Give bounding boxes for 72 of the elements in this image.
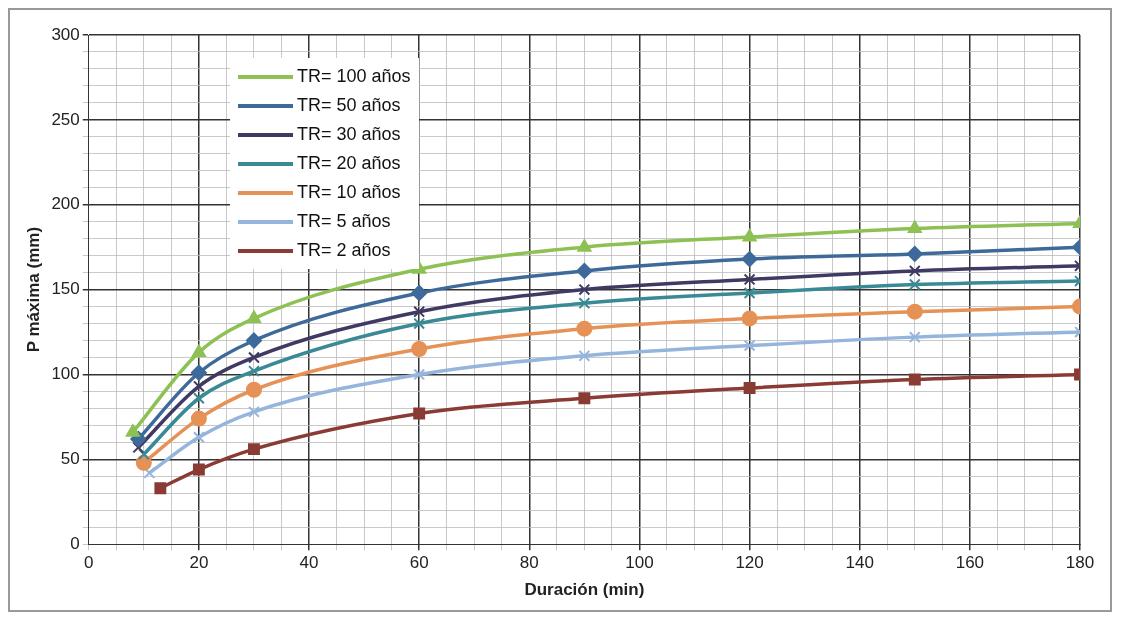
point xyxy=(191,344,206,357)
point xyxy=(577,239,592,252)
point xyxy=(190,410,207,427)
point xyxy=(907,220,922,233)
point xyxy=(578,392,591,405)
point xyxy=(743,382,756,394)
point xyxy=(413,368,426,381)
point xyxy=(248,443,260,456)
legend-label: TR= 2 años xyxy=(297,240,391,261)
legend-label: TR= 100 años xyxy=(297,66,411,87)
point xyxy=(413,317,426,330)
point xyxy=(413,407,426,420)
point xyxy=(906,245,923,262)
point xyxy=(578,297,591,310)
x-tick-label: 180 xyxy=(1065,553,1095,573)
x-tick-label: 160 xyxy=(955,553,985,573)
x-tick-label: 140 xyxy=(845,553,874,573)
point xyxy=(743,273,756,286)
point xyxy=(192,380,205,393)
point xyxy=(576,262,593,279)
legend-label: TR= 50 años xyxy=(297,95,401,116)
point xyxy=(908,331,921,344)
x-tick-label: 20 xyxy=(189,553,209,573)
point xyxy=(248,351,260,364)
point xyxy=(248,405,260,418)
point xyxy=(248,365,260,378)
point xyxy=(908,264,921,277)
point xyxy=(245,381,262,398)
point xyxy=(192,431,205,444)
x-tick-label: 80 xyxy=(519,553,539,573)
point xyxy=(125,424,140,437)
x-tick-label: 60 xyxy=(409,553,429,573)
x-tick-label: 100 xyxy=(625,553,654,573)
point xyxy=(413,305,426,318)
y-tick-label: 50 xyxy=(60,449,80,469)
x-tick-label: 0 xyxy=(84,553,94,573)
point xyxy=(578,283,591,296)
point xyxy=(742,228,757,242)
point xyxy=(576,320,593,337)
point xyxy=(143,466,156,479)
y-tick-label: 250 xyxy=(51,109,80,129)
x-tick-label: 120 xyxy=(735,553,764,573)
point xyxy=(741,251,758,268)
x-axis-title: Duración (min) xyxy=(524,580,645,600)
point xyxy=(246,310,262,323)
point xyxy=(411,341,428,358)
y-tick-label: 200 xyxy=(51,194,80,214)
legend-label: TR= 30 años xyxy=(297,124,401,145)
y-tick-label: 300 xyxy=(51,24,80,44)
y-axis-title: P máxima (mm) xyxy=(23,226,43,353)
point xyxy=(192,463,205,476)
legend-label: TR= 5 años xyxy=(297,211,391,232)
point xyxy=(411,285,428,301)
y-tick-label: 100 xyxy=(51,364,80,384)
point xyxy=(743,287,756,299)
x-tick-label: 40 xyxy=(299,553,319,573)
y-tick-label: 150 xyxy=(51,279,80,299)
point xyxy=(578,349,591,362)
point xyxy=(906,303,923,320)
point xyxy=(132,441,145,454)
y-tick-label: 0 xyxy=(70,533,80,553)
point xyxy=(743,339,756,352)
point xyxy=(137,448,150,461)
point xyxy=(154,482,167,495)
legend-label: TR= 20 años xyxy=(297,153,401,174)
point xyxy=(190,364,207,381)
point xyxy=(245,332,262,349)
point xyxy=(908,278,921,291)
point xyxy=(908,373,921,386)
point xyxy=(741,310,758,327)
legend-label: TR= 10 años xyxy=(297,182,401,203)
point xyxy=(192,392,205,405)
